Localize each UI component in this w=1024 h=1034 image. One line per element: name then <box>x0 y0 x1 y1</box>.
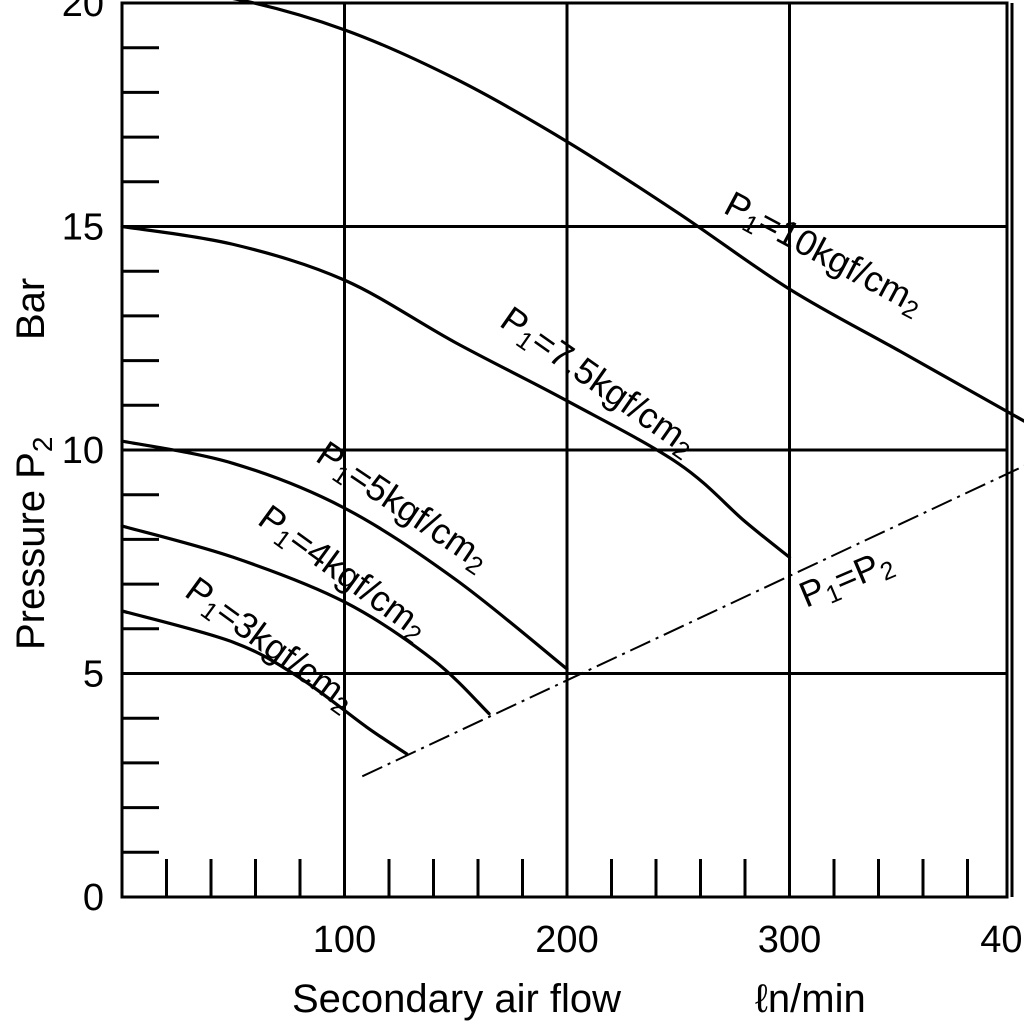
axes <box>120 1 1009 899</box>
y-axis-unit: Bar <box>9 278 53 340</box>
grid <box>122 3 1014 897</box>
y-axis-title: Pressure P2 <box>9 437 58 650</box>
axis-titles: Secondary air flow ℓn/min Pressure P2 Ba… <box>9 278 866 1021</box>
series-label-2: P1=7.5kgf/cm2 <box>491 298 704 466</box>
y-tick-label: 10 <box>62 430 104 472</box>
series-line-2 <box>120 224 792 559</box>
series-line-1 <box>232 0 1024 423</box>
curve-labels: P1=10kgf/cm2P1=7.5kgf/cm2P1=5kgf/cm2P1=4… <box>176 183 930 722</box>
limit-line-p1-equals-p2 <box>361 464 1024 778</box>
series-line-3 <box>120 439 569 671</box>
x-tick-label: 100 <box>313 919 376 961</box>
curves <box>120 0 1024 778</box>
x-tick-label: 400 <box>980 919 1024 961</box>
x-tick-label: 300 <box>758 919 821 961</box>
x-axis-title: Secondary air flow <box>292 977 621 1021</box>
y-tick-label: 15 <box>62 207 104 249</box>
y-axis-title-sub: 2 <box>27 437 58 453</box>
series-label-5: P1=3kgf/cm2 <box>176 568 363 721</box>
y-tick-label: 5 <box>83 654 104 696</box>
tick-labels: 100 200 300 400 0 5 10 15 20 <box>62 0 1024 961</box>
limit-line-label: P1=P2 <box>793 540 900 619</box>
x-tick-label: 200 <box>535 919 598 961</box>
y-tick-label: 20 <box>62 0 104 25</box>
series-line-4 <box>120 524 491 716</box>
series-line-5 <box>120 609 409 756</box>
y-tick-label: 0 <box>83 877 104 919</box>
x-axis-unit: ℓn/min <box>755 977 866 1021</box>
plot-frame <box>120 1 1009 899</box>
y-axis-title-main: Pressure P <box>9 452 53 650</box>
series-label-1: P1=10kgf/cm2 <box>716 183 930 326</box>
